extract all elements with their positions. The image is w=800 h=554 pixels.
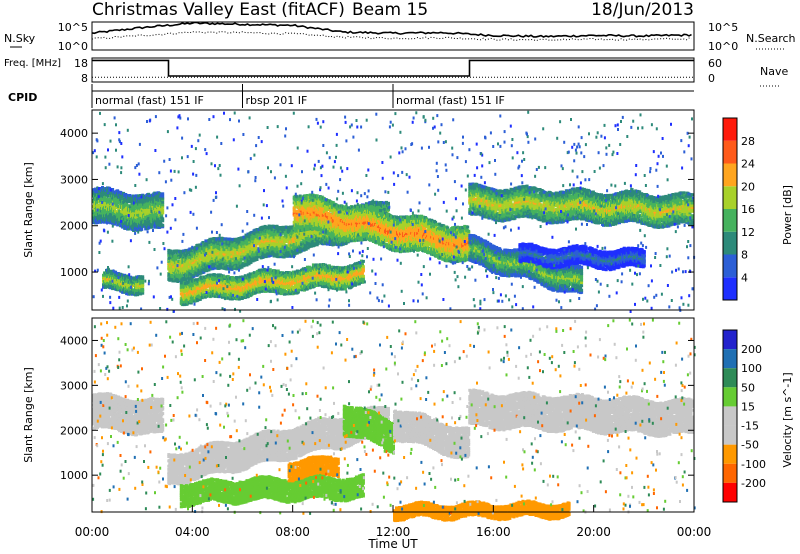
beam-label: Beam 15 [352,0,428,20]
nave-tick-top: 60 [708,57,722,70]
frequency-series-line [92,60,694,76]
power-cell [161,224,164,227]
nsky-tick-top: 10^5 [58,21,88,34]
nave-label: Nave [760,65,788,78]
cpid-label: CPID [8,91,37,104]
nsky-label: N.Sky [4,32,36,45]
power-cell [161,203,164,206]
noise-panel: N.Sky 10^5 10^0 10^5 10^0 N.Search [4,21,796,53]
frequency-panel: Freq. [MHz] 18 8 60 0 Nave [4,57,788,86]
freq-label: Freq. [MHz] [4,58,61,69]
cpid-segment-label: normal (fast) 151 IF [396,94,505,107]
freq-tick-top: 18 [74,57,88,70]
freq-label-text: Freq. [MHz] [4,58,61,69]
nsearch-tick-top: 10^5 [708,21,738,34]
cpid-segment-label: rbsp 201 IF [246,94,308,107]
nsky-series-line [92,22,692,37]
freq-tick-bottom: 8 [81,72,88,85]
nave-tick-bottom: 0 [708,72,715,85]
nsearch-label: N.Search [746,32,796,45]
power-cell [161,209,164,212]
power-cell [161,201,164,204]
radar-summary-figure: Christmas Valley East (fitACF) Beam 15 1… [0,0,800,554]
cpid-panel: CPID normal (fast) 151 IF rbsp 201 IF norm… [8,84,694,108]
nsky-tick-bottom: 10^0 [58,40,88,53]
power-cell [161,217,164,220]
power-cell [161,211,164,214]
date-label: 18/Jun/2013 [591,0,694,20]
station-title: Christmas Valley East (fitACF) [92,0,345,20]
cpid-segment-label: normal (fast) 151 IF [95,94,204,107]
nsearch-tick-bottom: 10^0 [708,40,738,53]
power-cell [161,192,164,195]
